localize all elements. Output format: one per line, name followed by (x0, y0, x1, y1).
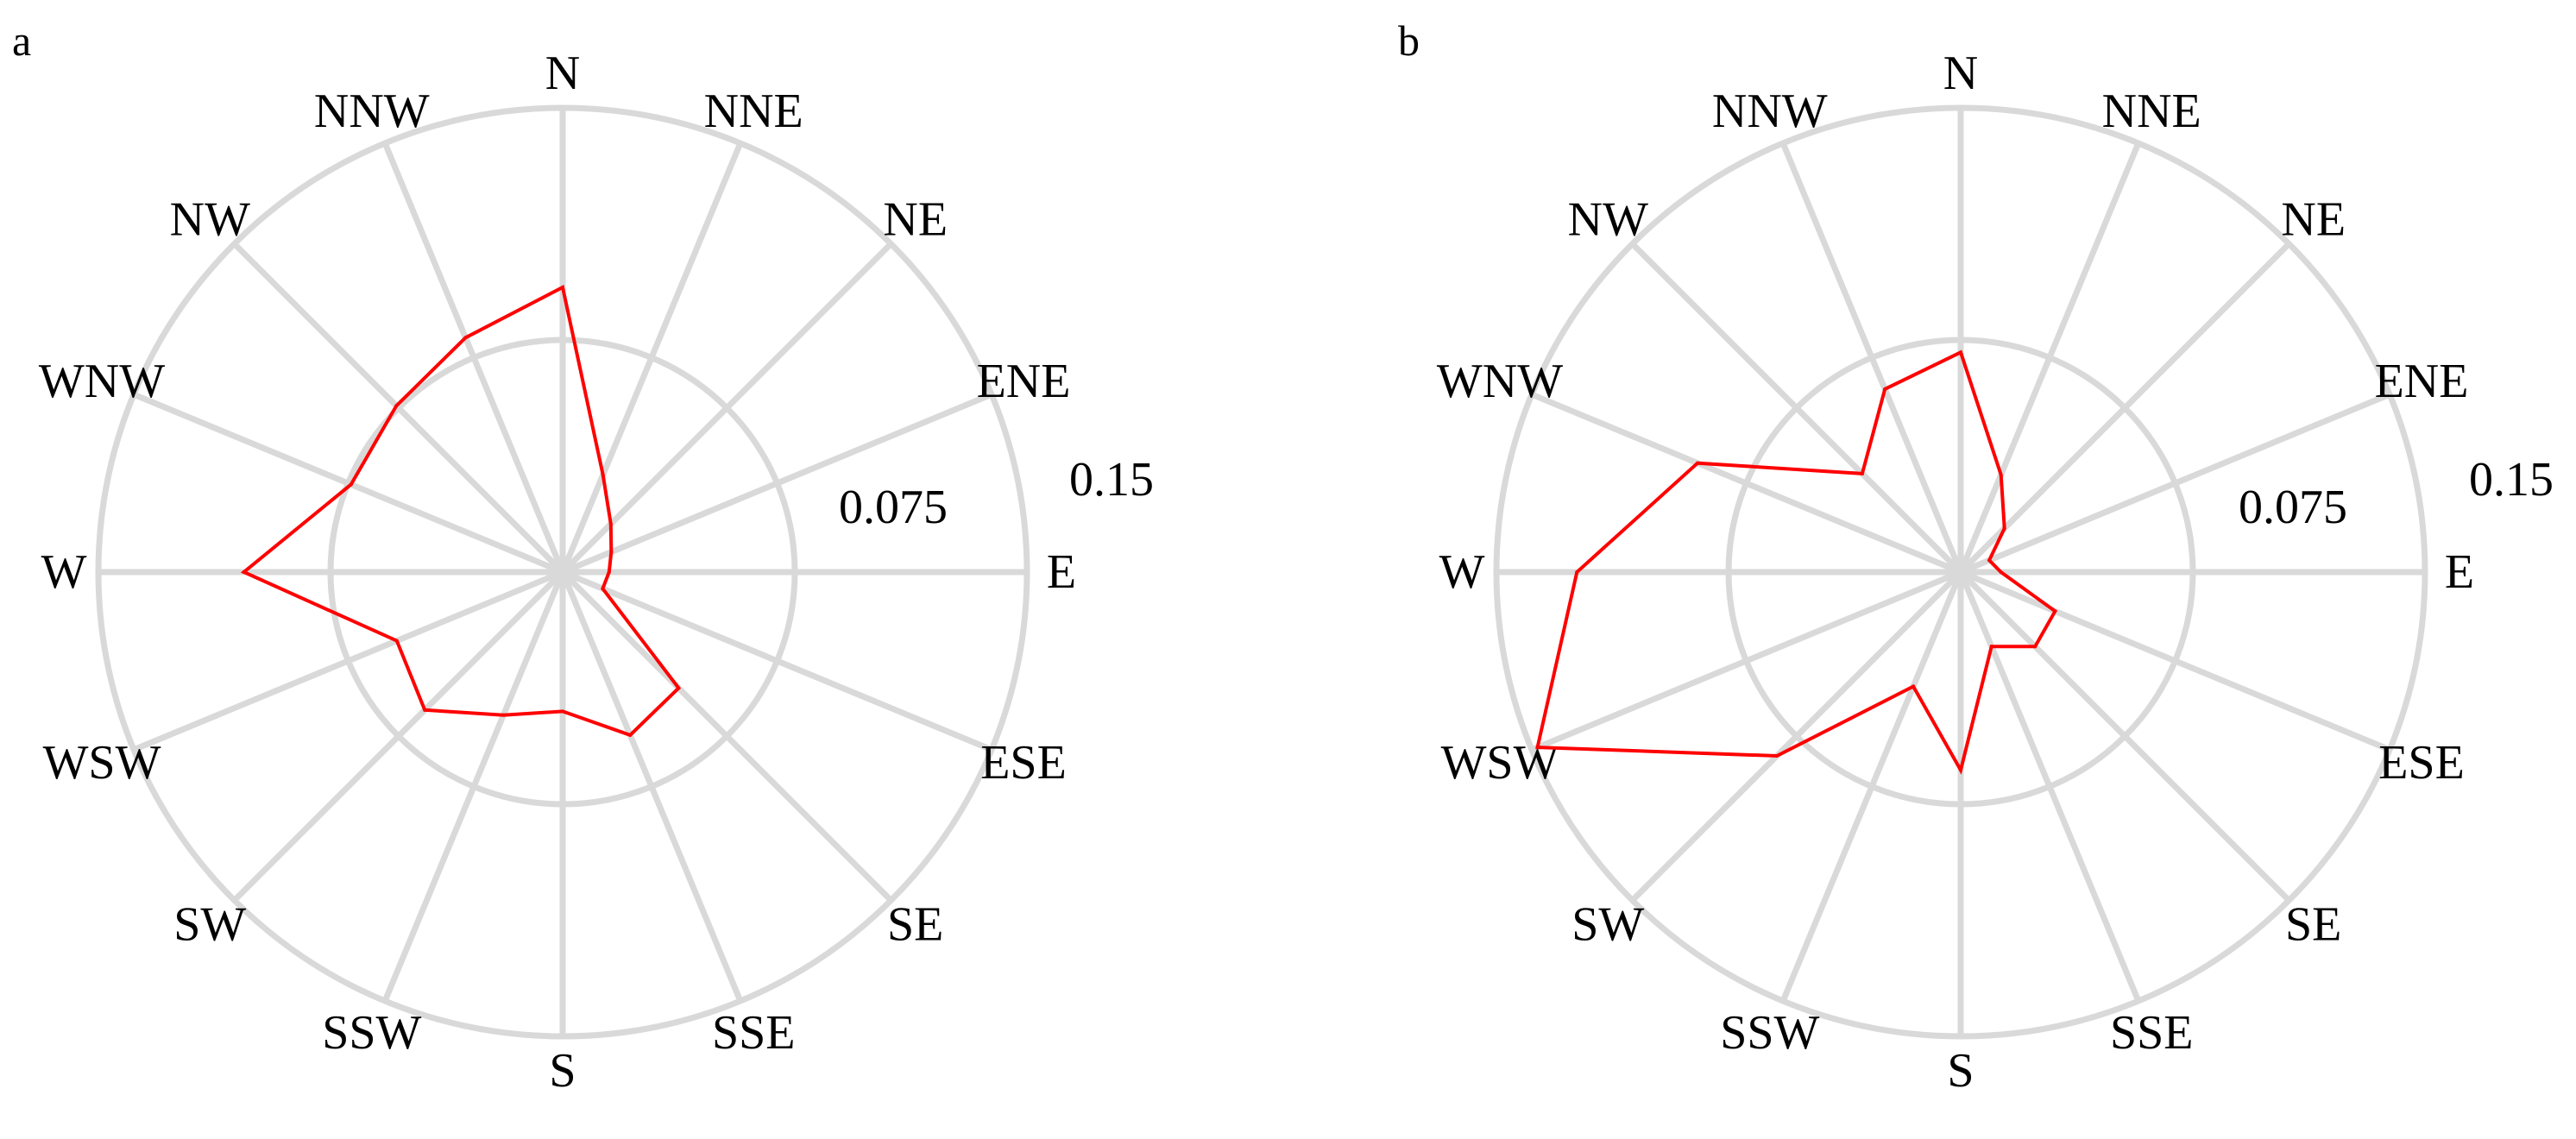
panel-label: b (1398, 16, 1420, 65)
data-point-e (1999, 570, 2003, 574)
data-point-ne (2002, 526, 2006, 531)
direction-label-ene: ENE (977, 355, 1071, 408)
direction-label-w: W (1439, 545, 1485, 599)
direction-label-sw: SW (173, 898, 246, 952)
series-line-1 (240, 285, 682, 738)
direction-label-sw: SW (1571, 898, 1644, 952)
panel-label: a (12, 16, 31, 65)
direction-label-se: SE (2285, 898, 2341, 952)
data-point-nnw (1883, 387, 1887, 391)
spoke-nnw (381, 142, 566, 574)
data-point-ne (608, 522, 613, 526)
data-point-ene (609, 550, 614, 554)
spoke-wnw (1530, 391, 1962, 576)
data-point-se (2033, 645, 2037, 649)
spoke-ssw (381, 570, 566, 1003)
data-point-e (607, 570, 611, 574)
spoke-wsw (1530, 569, 1962, 753)
data-point-ese (2053, 609, 2057, 614)
direction-label-e: E (1047, 545, 1076, 599)
spoke-wnw (132, 391, 564, 576)
direction-label-ese: ESE (980, 736, 1067, 790)
direction-label-ene: ENE (2375, 355, 2469, 408)
spoke-nne (559, 142, 744, 574)
direction-label-nne: NNE (2102, 85, 2201, 138)
data-point-sw (1774, 754, 1779, 758)
spoke-sw (232, 570, 565, 903)
data-point-sw (423, 708, 427, 712)
ring-label-1: 0.075 (839, 481, 948, 534)
spoke-nw (1630, 242, 1963, 575)
direction-label-ssw: SSW (1720, 1006, 1819, 1060)
direction-label-se: SE (887, 898, 943, 952)
spoke-ese (561, 569, 993, 753)
panel-b: N NNE NE ENE E ESE SE SSE S SSW SW WSW W WNW NW NNW 0.07… (1398, 16, 2554, 1098)
data-point-ese (601, 587, 605, 591)
data-point-sse (1989, 645, 1993, 649)
direction-label-nnw: NNW (314, 85, 430, 138)
spoke-ene (1959, 391, 2391, 576)
spoke-ene (561, 391, 993, 576)
spoke-ese (1959, 569, 2391, 753)
data-point-w (242, 570, 246, 574)
spoke-nw (232, 242, 565, 575)
direction-label-wnw: WNW (39, 355, 165, 408)
direction-label-e: E (2445, 545, 2474, 599)
data-point-sse (628, 733, 633, 737)
data-point-ssw (501, 713, 506, 717)
ring-label-2: 0.15 (1069, 453, 1154, 507)
direction-label-sse: SSE (712, 1006, 796, 1060)
series-line-1 (1535, 349, 2058, 775)
direction-label-wsw: WSW (43, 736, 161, 790)
data-point-n (1959, 350, 1962, 355)
data-point-nw (1860, 471, 1864, 475)
data-point-s (561, 709, 564, 714)
data-point-s (1959, 768, 1962, 772)
data-point-se (677, 686, 681, 690)
spoke-se (560, 570, 893, 903)
spoke-ne (1958, 242, 2291, 575)
data-point-wsw (394, 639, 399, 643)
spoke-sse (559, 570, 744, 1003)
direction-label-nw: NW (170, 192, 250, 246)
direction-label-n: N (1943, 47, 1978, 100)
spoke-ssw (1779, 570, 1964, 1003)
direction-label-nne: NNE (704, 85, 803, 138)
data-point-n (561, 286, 564, 290)
spoke-sw (1630, 570, 1963, 903)
direction-label-ssw: SSW (322, 1006, 421, 1060)
direction-label-ese: ESE (2378, 736, 2465, 790)
spoke-nne (1957, 142, 2142, 574)
direction-label-w: W (41, 545, 87, 599)
direction-label-s: S (549, 1044, 576, 1098)
direction-label-wnw: WNW (1437, 355, 1563, 408)
direction-label-ne: NE (883, 192, 948, 246)
data-point-nne (1999, 473, 2003, 477)
direction-label-nnw: NNW (1712, 85, 1828, 138)
data-point-nne (601, 473, 605, 477)
spoke-sse (1957, 570, 2142, 1003)
data-point-wnw (1696, 461, 1700, 465)
direction-label-n: N (545, 47, 580, 100)
data-point-wnw (349, 482, 353, 487)
spoke-wsw (132, 569, 564, 753)
spoke-se (1958, 570, 2291, 903)
data-point-ssw (1912, 684, 1916, 689)
data-point-w (1575, 570, 1579, 574)
spoke-ne (560, 242, 893, 575)
ring-label-1: 0.075 (2239, 481, 2347, 534)
direction-label-nw: NW (1568, 192, 1648, 246)
direction-label-ne: NE (2281, 192, 2346, 246)
data-point-ene (1987, 558, 1992, 563)
data-point-wsw (1535, 746, 1540, 750)
direction-label-wsw: WSW (1441, 736, 1559, 790)
panel-a: N NNE NE ENE E ESE SE SSE S SSW SW WSW W WNW NW NNW 0.07… (12, 16, 1154, 1098)
data-point-nnw (463, 336, 468, 340)
direction-label-sse: SSE (2110, 1006, 2194, 1060)
data-point-nw (394, 404, 399, 408)
direction-label-s: S (1947, 1044, 1974, 1098)
spoke-nnw (1779, 142, 1964, 574)
ring-label-2: 0.15 (2469, 453, 2554, 507)
